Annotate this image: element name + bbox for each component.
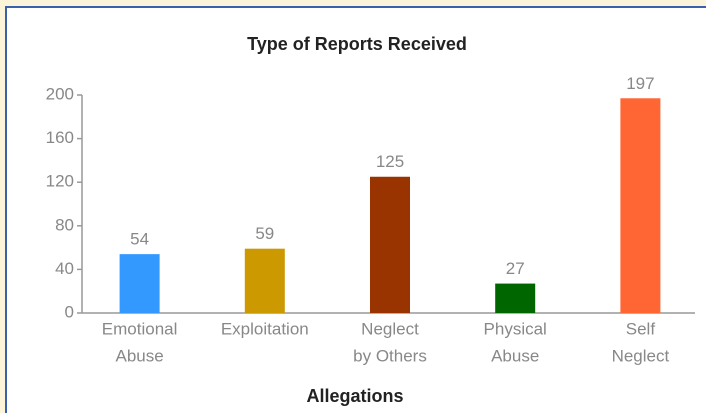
- x-tick-label: Self: [626, 319, 656, 338]
- value-label: 59: [255, 224, 274, 243]
- bar: [244, 248, 285, 313]
- x-tick-label: Exploitation: [221, 319, 309, 338]
- x-tick-label: Emotional: [102, 319, 178, 338]
- value-label: 125: [376, 152, 404, 171]
- x-tick-label: by Others: [353, 346, 427, 365]
- bar: [119, 254, 160, 313]
- panel: [5, 6, 706, 413]
- bar: [495, 283, 536, 313]
- bar: [620, 98, 661, 314]
- y-tick-label: 160: [46, 128, 74, 147]
- bar: [370, 176, 410, 313]
- y-tick-label: 120: [46, 172, 74, 191]
- y-tick-label: 80: [55, 215, 74, 234]
- x-tick-label: Physical: [484, 319, 547, 338]
- x-tick-label: Abuse: [491, 346, 539, 365]
- value-label: 54: [130, 230, 149, 249]
- x-tick-label: Neglect: [612, 346, 670, 365]
- chart-title: Type of Reports Received: [247, 34, 467, 54]
- value-label: 27: [506, 259, 525, 278]
- y-tick-label: 200: [46, 84, 74, 103]
- value-label: 197: [626, 74, 654, 93]
- y-tick-label: 40: [55, 259, 74, 278]
- x-tick-label: Neglect: [361, 319, 419, 338]
- x-axis-label: Allegations: [306, 386, 403, 406]
- x-tick-label: Abuse: [115, 346, 163, 365]
- y-tick-label: 0: [65, 302, 74, 321]
